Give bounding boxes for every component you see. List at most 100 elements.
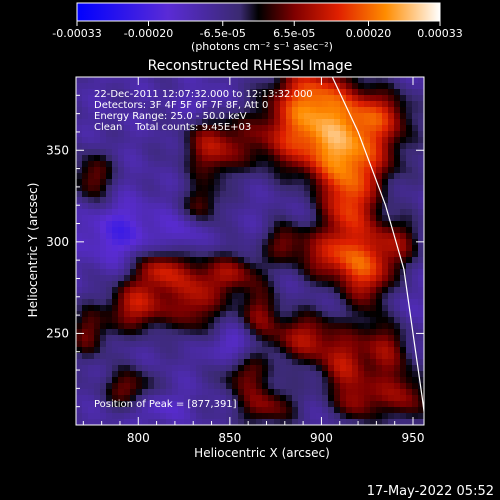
heatmap-cell (214, 95, 221, 102)
heatmap-cell (328, 149, 335, 156)
heatmap-cell (214, 407, 221, 414)
heatmap-cell (400, 173, 407, 180)
heatmap-cell (112, 257, 119, 264)
heatmap-cell (190, 173, 197, 180)
heatmap-cell (244, 305, 251, 312)
heatmap-cell (124, 161, 131, 168)
heatmap-cell (130, 143, 137, 150)
heatmap-cell (106, 143, 113, 150)
heatmap-cell (118, 353, 125, 360)
heatmap-cell (286, 161, 293, 168)
heatmap-cell (298, 125, 305, 132)
heatmap-cell (154, 263, 161, 270)
heatmap-cell (160, 401, 167, 408)
heatmap-cell (184, 293, 191, 300)
heatmap-cell (154, 209, 161, 216)
heatmap-cell (250, 107, 257, 114)
heatmap-cell (226, 287, 233, 294)
heatmap-cell (316, 131, 323, 138)
heatmap-cell (112, 209, 119, 216)
heatmap-cell (346, 131, 353, 138)
heatmap-cell (100, 203, 107, 210)
heatmap-cell (274, 353, 281, 360)
heatmap-cell (238, 317, 245, 324)
heatmap-cell (286, 197, 293, 204)
heatmap-cell (292, 185, 299, 192)
heatmap-cell (418, 257, 424, 264)
heatmap-cell (412, 269, 419, 276)
heatmap-cell (304, 407, 311, 414)
heatmap-cell (136, 341, 143, 348)
heatmap-cell (304, 167, 311, 174)
heatmap-cell (178, 377, 185, 384)
heatmap-cell (268, 341, 275, 348)
heatmap-cell (388, 401, 395, 408)
heatmap-cell (412, 287, 419, 294)
heatmap-cell (148, 419, 155, 425)
heatmap-cell (166, 77, 173, 84)
heatmap-cell (232, 245, 239, 252)
heatmap-cell (382, 275, 389, 282)
heatmap-cell (298, 413, 305, 420)
heatmap-cell (172, 245, 179, 252)
heatmap-cell (400, 341, 407, 348)
heatmap-cell (196, 413, 203, 420)
heatmap-cell (388, 305, 395, 312)
heatmap-cell (316, 413, 323, 420)
heatmap-cell (280, 407, 287, 414)
heatmap-cell (226, 83, 233, 90)
heatmap-cell (418, 197, 424, 204)
heatmap-cell (184, 215, 191, 222)
heatmap-cell (112, 311, 119, 318)
heatmap-cell (334, 269, 341, 276)
heatmap-cell (292, 131, 299, 138)
heatmap-cell (340, 407, 347, 414)
heatmap-cell (160, 185, 167, 192)
heatmap-cell (130, 335, 137, 342)
heatmap-cell (412, 371, 419, 378)
heatmap-cell (136, 371, 143, 378)
heatmap-cell (274, 383, 281, 390)
heatmap-cell (226, 257, 233, 264)
heatmap-cell (172, 299, 179, 306)
heatmap-cell (388, 119, 395, 126)
heatmap-cell (202, 317, 209, 324)
heatmap-cell (418, 413, 424, 420)
heatmap-cell (316, 263, 323, 270)
heatmap-cell (178, 95, 185, 102)
heatmap-cell (388, 323, 395, 330)
heatmap-cell (232, 293, 239, 300)
heatmap-cell (346, 239, 353, 246)
heatmap-cell (394, 311, 401, 318)
heatmap-cell (112, 233, 119, 240)
heatmap-cell (286, 233, 293, 240)
heatmap-cell (298, 221, 305, 228)
heatmap-cell (346, 257, 353, 264)
heatmap-cell (292, 395, 299, 402)
heatmap-cell (202, 101, 209, 108)
heatmap-cell (256, 209, 263, 216)
heatmap-cell (238, 245, 245, 252)
heatmap-cell (316, 311, 323, 318)
heatmap-cell (226, 275, 233, 282)
heatmap-cell (394, 251, 401, 258)
heatmap-cell (106, 113, 113, 120)
heatmap-cell (382, 335, 389, 342)
heatmap-cell (382, 179, 389, 186)
heatmap-cell (340, 347, 347, 354)
y-axis-label: Heliocentric Y (arcsec) (26, 183, 40, 318)
heatmap-cell (220, 293, 227, 300)
heatmap-cell (346, 119, 353, 126)
heatmap-cell (100, 395, 107, 402)
heatmap-cell (418, 305, 424, 312)
heatmap-cell (220, 77, 227, 84)
heatmap-cell (370, 155, 377, 162)
heatmap-cell (232, 323, 239, 330)
heatmap-cell (268, 173, 275, 180)
heatmap-cell (322, 287, 329, 294)
heatmap-cell (184, 203, 191, 210)
heatmap-cell (160, 107, 167, 114)
heatmap-cell (322, 107, 329, 114)
heatmap-cell (286, 311, 293, 318)
heatmap-cell (394, 239, 401, 246)
